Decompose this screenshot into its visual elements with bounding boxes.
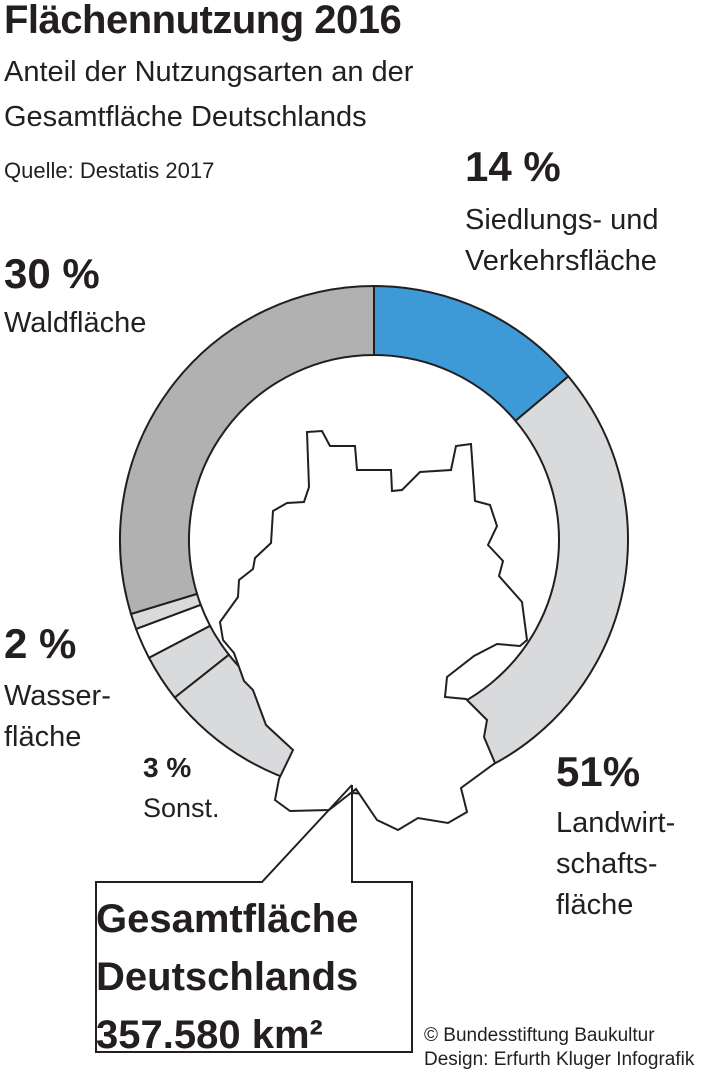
landwirt-percent: 51% [556,748,641,795]
credits: © Bundesstiftung Baukultur Design: Erfur… [424,1024,694,1072]
credit-line2: Design: Erfurth Kluger Infografik [424,1049,695,1070]
credit-line1: © Bundesstiftung Baukultur [424,1025,655,1046]
siedlung-percent: 14 % [465,143,561,190]
chart-title: Flächennutzung 2016 [4,0,402,42]
donut-slice-5 [119,284,375,616]
wald-percent: 30 % [4,250,100,297]
wasser-percent: 2 % [4,620,77,667]
total-line1: Gesamtfläche [96,897,359,941]
sonst-percent: 3 % [143,752,192,783]
total-area-box: Gesamtfläche Deutschlands 357.580 km² [96,890,358,1064]
chart-subtitle-line1: Anteil der Nutzungsarten an der [4,56,414,88]
landwirt-label: Landwirt-schafts-fläche [556,807,676,921]
wasser-label: Wasser-fläche [4,680,111,753]
donut-slice-1 [173,374,629,795]
total-value: 357.580 km² [96,1013,323,1057]
donut-ring [119,284,629,795]
chart-subtitle-line2: Gesamtfläche Deutschlands [4,101,367,133]
total-line2: Deutschlands [96,955,359,999]
wald-label: Waldfläche [4,307,147,339]
siedlung-label: Siedlungs- und Verkehrsfläche [465,204,659,277]
source-note: Quelle: Destatis 2017 [4,158,215,183]
sonst-label: Sonst. [143,793,220,823]
total-pointer-line [95,784,413,1053]
germany-map-outline [218,429,529,832]
